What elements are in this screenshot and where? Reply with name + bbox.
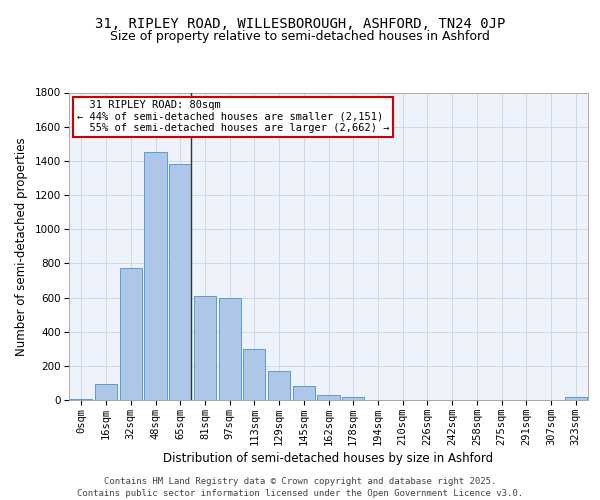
Bar <box>145 152 167 400</box>
Bar <box>293 386 315 400</box>
Bar <box>317 395 340 400</box>
Bar <box>95 384 117 400</box>
Text: Size of property relative to semi-detached houses in Ashford: Size of property relative to semi-detach… <box>110 30 490 43</box>
Bar <box>119 268 142 400</box>
Bar <box>268 371 290 400</box>
Bar <box>169 164 191 400</box>
Text: Contains HM Land Registry data © Crown copyright and database right 2025.
Contai: Contains HM Land Registry data © Crown c… <box>77 476 523 498</box>
Bar <box>243 349 265 400</box>
Bar <box>342 396 364 400</box>
Bar <box>194 296 216 400</box>
Bar <box>70 399 92 400</box>
X-axis label: Distribution of semi-detached houses by size in Ashford: Distribution of semi-detached houses by … <box>163 452 494 465</box>
Text: 31, RIPLEY ROAD, WILLESBOROUGH, ASHFORD, TN24 0JP: 31, RIPLEY ROAD, WILLESBOROUGH, ASHFORD,… <box>95 18 505 32</box>
Y-axis label: Number of semi-detached properties: Number of semi-detached properties <box>15 137 28 356</box>
Text: 31 RIPLEY ROAD: 80sqm
← 44% of semi-detached houses are smaller (2,151)
  55% of: 31 RIPLEY ROAD: 80sqm ← 44% of semi-deta… <box>77 100 389 134</box>
Bar <box>218 298 241 400</box>
Bar <box>565 396 587 400</box>
